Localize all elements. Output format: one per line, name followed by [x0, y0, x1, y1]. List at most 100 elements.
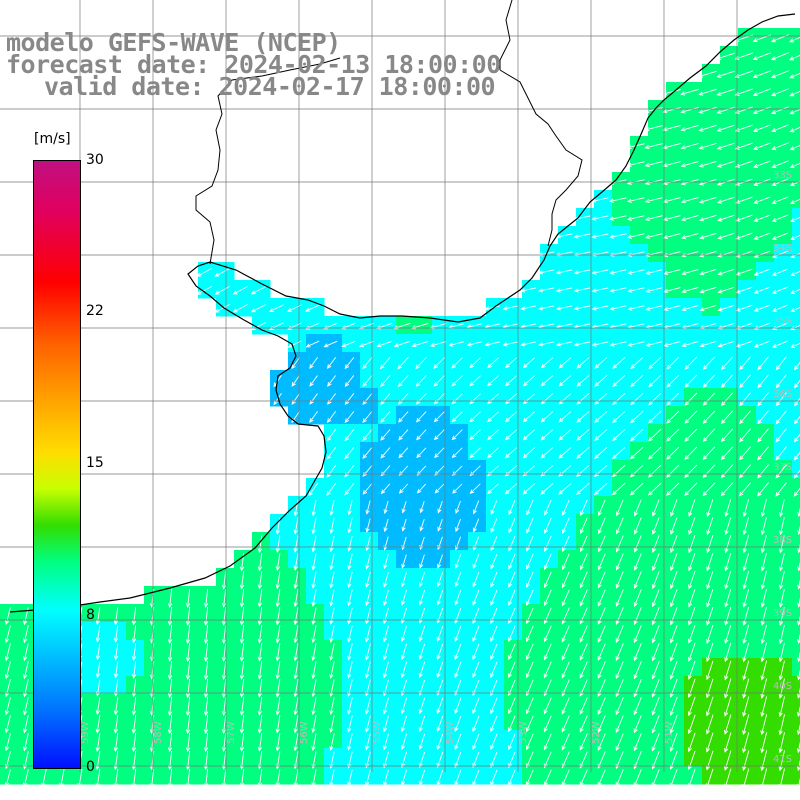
- wind-arrow-head: [525, 781, 530, 787]
- wind-arrow-head: [309, 418, 314, 424]
- wind-arrow-head: [203, 639, 209, 645]
- wind-arrow-head: [400, 619, 405, 625]
- wind-arrow-head: [311, 781, 316, 787]
- wind-arrow: [5, 769, 11, 787]
- wind-arrow: [526, 607, 534, 624]
- wind-cell: [792, 352, 800, 371]
- wind-arrow: [779, 606, 785, 626]
- wind-arrow-head: [454, 745, 459, 751]
- wind-arrow: [526, 643, 534, 660]
- wind-arrow-head: [555, 306, 561, 311]
- wind-arrow: [791, 342, 800, 348]
- wind-arrow: [724, 750, 732, 770]
- wind-arrow-head: [594, 364, 600, 369]
- wind-arrow: [743, 535, 750, 553]
- wind-arrow-head: [275, 584, 280, 590]
- wind-arrow-head: [525, 745, 530, 751]
- wind-arrow: [706, 517, 714, 535]
- wind-cell: [792, 262, 800, 281]
- wind-arrow: [615, 733, 624, 751]
- wind-arrow: [594, 357, 608, 369]
- wind-arrow-head: [329, 745, 334, 751]
- wind-arrow-head: [239, 638, 245, 644]
- wind-arrow: [383, 733, 389, 750]
- wind-arrow-head: [735, 289, 741, 294]
- wind-arrow: [197, 285, 213, 295]
- wind-arrow-head: [347, 709, 352, 715]
- wind-arrow-head: [326, 436, 332, 442]
- wind-arrow-head: [520, 288, 526, 293]
- wind-arrow: [169, 624, 173, 644]
- wind-arrow: [739, 446, 752, 460]
- wind-arrow: [454, 769, 462, 786]
- wind-arrow: [790, 198, 800, 204]
- wind-arrow-head: [452, 489, 457, 494]
- wind-arrow-head: [400, 673, 405, 679]
- wind-arrow: [597, 733, 606, 751]
- wind-arrow: [436, 697, 444, 714]
- wind-arrow: [312, 589, 317, 606]
- wind-arrow-head: [400, 637, 405, 643]
- wind-arrow-head: [400, 600, 406, 606]
- wind-arrow-head: [490, 619, 495, 625]
- wind-arrow: [419, 643, 426, 660]
- wind-arrow-head: [221, 584, 227, 590]
- wind-arrow: [473, 536, 480, 551]
- wind-arrow: [779, 768, 785, 789]
- wind-arrow-head: [95, 620, 100, 626]
- wind-arrow-head: [579, 655, 584, 661]
- wind-arrow-head: [670, 566, 675, 572]
- wind-arrow: [467, 341, 482, 346]
- wind-arrow-head: [250, 290, 256, 295]
- wind-arrow: [579, 733, 588, 750]
- wind-arrow: [241, 660, 245, 679]
- wind-arrow: [523, 447, 536, 459]
- wind-arrow-head: [543, 709, 548, 715]
- wind-arrow-head: [630, 400, 635, 406]
- wind-arrow-head: [508, 637, 513, 643]
- wind-arrow-head: [666, 364, 672, 370]
- wind-cell: [792, 154, 800, 173]
- wind-arrow-head: [401, 526, 406, 532]
- wind-arrow-head: [250, 308, 256, 313]
- wind-arrow-head: [239, 710, 245, 716]
- wind-arrow-head: [609, 288, 615, 293]
- wind-arrow-head: [362, 400, 367, 406]
- wind-arrow: [789, 54, 800, 61]
- wind-arrow: [794, 379, 800, 388]
- wind-arrow-head: [615, 728, 620, 734]
- wind-arrow-head: [362, 418, 367, 424]
- wind-arrow: [757, 356, 769, 370]
- longitude-label: 51W: [664, 721, 675, 744]
- wind-arrow: [574, 305, 591, 310]
- wind-arrow-head: [329, 565, 334, 571]
- wind-arrow-head: [490, 745, 495, 751]
- wind-arrow-head: [543, 673, 548, 679]
- wind-arrow-head: [742, 730, 747, 736]
- wind-arrow-head: [797, 566, 800, 572]
- wind-arrow-head: [760, 675, 765, 681]
- wind-arrow: [688, 535, 696, 553]
- wind-arrow: [703, 356, 716, 370]
- wind-arrow: [775, 410, 787, 424]
- wind-arrow: [291, 357, 300, 369]
- wind-arrow-head: [705, 711, 711, 717]
- wind-arrow: [720, 482, 734, 496]
- wind-arrow: [616, 517, 624, 534]
- wind-arrow: [437, 769, 444, 786]
- wind-arrow-head: [504, 381, 510, 387]
- wind-arrow-head: [451, 435, 457, 441]
- wind-arrow: [419, 572, 425, 587]
- wind-arrow: [597, 715, 606, 733]
- wind-arrow: [187, 696, 191, 716]
- wind-arrow: [736, 268, 753, 276]
- wind-arrow-head: [742, 566, 747, 572]
- wind-arrow: [401, 769, 407, 786]
- wind-arrow-head: [558, 472, 563, 477]
- wind-arrow-head: [113, 710, 119, 716]
- wind-arrow: [561, 715, 570, 732]
- wind-arrow-head: [311, 583, 316, 589]
- wind-arrow: [681, 124, 699, 131]
- wind-arrow: [743, 642, 750, 662]
- wind-arrow: [684, 446, 698, 460]
